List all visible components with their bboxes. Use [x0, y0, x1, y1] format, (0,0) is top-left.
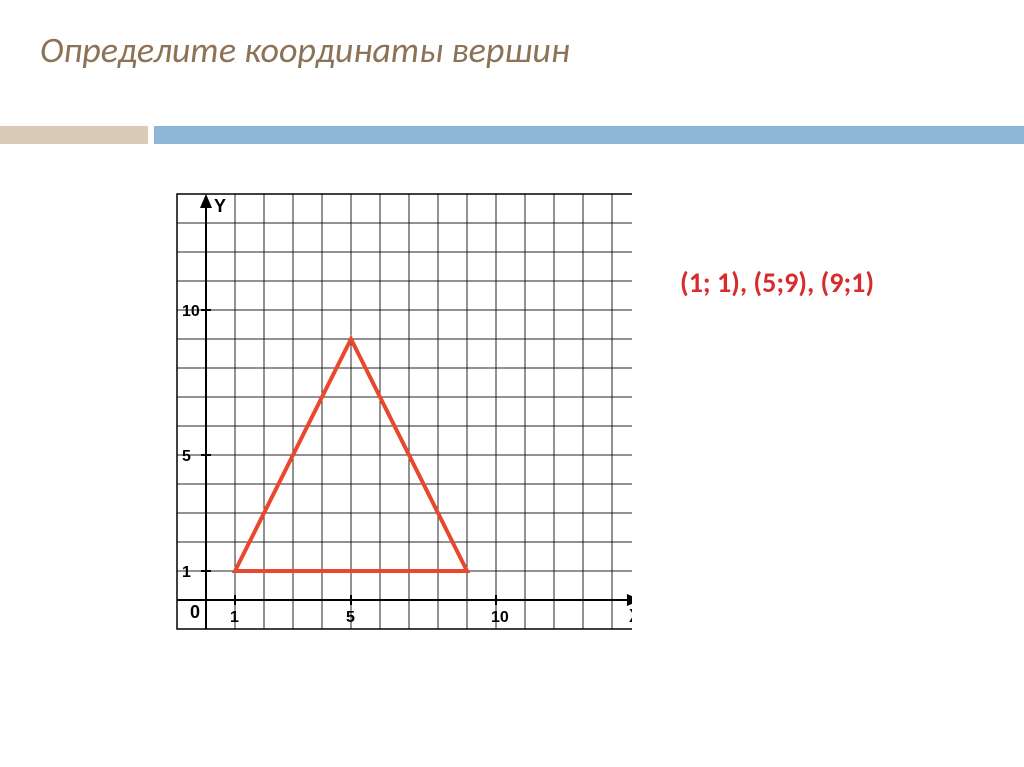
svg-text:1: 1 [230, 609, 239, 626]
slide-title: Определите координаты вершин [40, 28, 570, 72]
header-bar-main [154, 126, 1024, 144]
svg-text:5: 5 [346, 609, 355, 626]
header-bar [0, 120, 1024, 150]
chart-svg: XY015101510 [162, 185, 632, 655]
svg-text:10: 10 [491, 609, 509, 626]
svg-text:5: 5 [182, 448, 191, 465]
answer-coordinates: (1; 1), (5;9), (9;1) [680, 265, 874, 300]
svg-text:1: 1 [182, 564, 191, 581]
coordinate-chart: XY015101510 [162, 185, 632, 655]
svg-text:X: X [629, 606, 632, 626]
svg-text:Y: Y [214, 196, 226, 216]
svg-text:10: 10 [182, 303, 200, 320]
header-bar-accent [0, 126, 148, 144]
svg-text:0: 0 [190, 602, 200, 622]
